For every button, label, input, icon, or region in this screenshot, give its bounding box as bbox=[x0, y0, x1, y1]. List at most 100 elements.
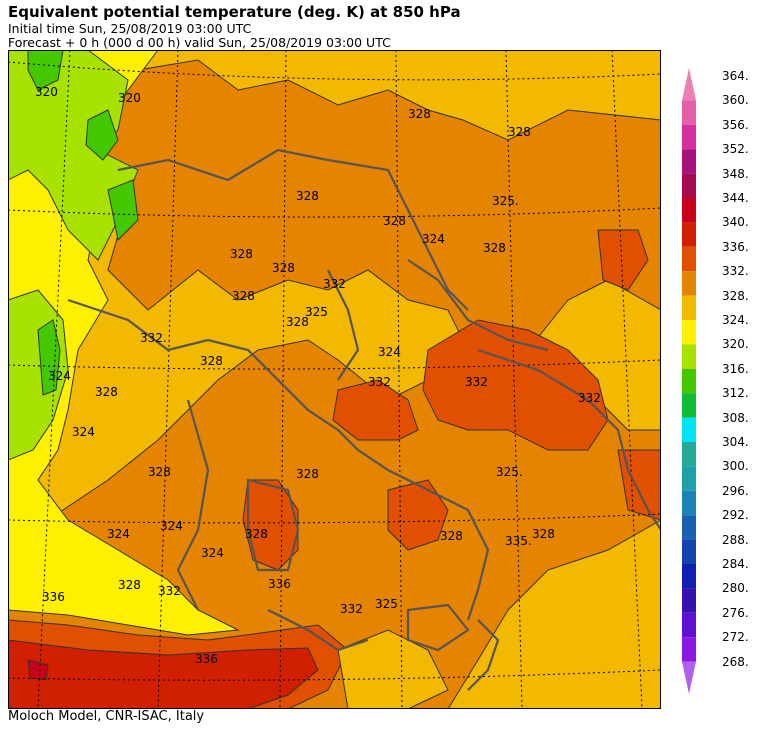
field-332-sea bbox=[387, 479, 449, 551]
field-332-tyrrhenian bbox=[332, 379, 419, 441]
contour-labels: 320 320 328 328 328 325. 328 324 328 328 328 332 328… bbox=[35, 85, 601, 666]
contour-label: 328 bbox=[230, 247, 253, 261]
contour-label: 335. bbox=[505, 534, 532, 548]
contour-label: 332 bbox=[578, 391, 601, 405]
colorbar-swatch bbox=[682, 637, 696, 662]
field-332-east bbox=[597, 229, 661, 521]
contour-label: 328 bbox=[245, 527, 268, 541]
contour-label: 332 bbox=[158, 584, 181, 598]
colorbar-swatch bbox=[682, 68, 696, 101]
colorbar-swatch bbox=[682, 564, 696, 589]
contour-label: 324 bbox=[48, 369, 71, 383]
colorbar-swatch bbox=[682, 124, 696, 150]
colorbar-swatch bbox=[682, 393, 696, 418]
colorbar-swatch bbox=[682, 198, 696, 223]
field-324-south bbox=[337, 629, 449, 709]
contour-label: 332 bbox=[340, 602, 363, 616]
contour-label: 320 bbox=[118, 91, 141, 105]
contour-label: 324 bbox=[422, 232, 445, 246]
contour-label: 336 bbox=[268, 577, 291, 591]
colorbar-label: 292. bbox=[722, 508, 749, 523]
contour-label: 332 bbox=[465, 375, 488, 389]
coastlines bbox=[67, 148, 661, 691]
field-332-adriatic bbox=[422, 319, 609, 451]
colorbar-label: 296. bbox=[722, 483, 749, 498]
contour-label: 325 bbox=[375, 597, 398, 611]
temperature-map: 320 320 328 328 328 325. 328 324 328 328 328 332 328… bbox=[8, 50, 661, 709]
colorbar-label: 280. bbox=[722, 581, 749, 596]
contour-label: 328 bbox=[508, 125, 531, 139]
initial-time-label: Initial time Sun, 25/08/2019 03:00 UTC bbox=[8, 21, 252, 36]
contour-label: 328 bbox=[95, 385, 118, 399]
colorbar-swatch bbox=[682, 344, 696, 369]
colorbar-label: 340. bbox=[722, 215, 749, 230]
colorbar-label: 328. bbox=[722, 288, 749, 303]
colorbar-label: 356. bbox=[722, 117, 749, 132]
contour-label: 328 bbox=[148, 465, 171, 479]
colorbar-swatch bbox=[682, 173, 696, 198]
contour-label: 325. bbox=[496, 465, 523, 479]
contour-label: 324 bbox=[160, 519, 183, 533]
colorbar bbox=[682, 68, 696, 694]
colorbar-swatch bbox=[682, 100, 696, 125]
contour-label: 328 bbox=[118, 578, 141, 592]
colorbar-swatch bbox=[682, 588, 696, 613]
colorbar-label: 308. bbox=[722, 410, 749, 425]
colorbar-swatch bbox=[682, 149, 696, 174]
contour-label: 336 bbox=[195, 652, 218, 666]
contour-label: 328 bbox=[296, 189, 319, 203]
forecast-label: Forecast + 0 h (000 d 00 h) valid Sun, 2… bbox=[8, 35, 391, 50]
colorbar-label: 360. bbox=[722, 93, 749, 108]
contour-label: 328 bbox=[296, 467, 319, 481]
contour-label: 332 bbox=[368, 375, 391, 389]
colorbar-label: 300. bbox=[722, 459, 749, 474]
contour-label: 328 bbox=[232, 289, 255, 303]
colorbar-label: 348. bbox=[722, 166, 749, 181]
contour-label: 336 bbox=[42, 590, 65, 604]
colorbar-swatch bbox=[682, 246, 696, 272]
colorbar-swatch bbox=[682, 368, 696, 394]
field-324-north bbox=[8, 50, 661, 521]
contour-label: 324 bbox=[378, 345, 401, 359]
colorbar-swatch bbox=[682, 466, 696, 491]
field-312-northwest bbox=[27, 50, 139, 242]
colorbar-swatch bbox=[682, 515, 696, 540]
colorbar-label: 364. bbox=[722, 69, 749, 83]
colorbar-swatch bbox=[682, 612, 696, 638]
colorbar-label: 316. bbox=[722, 361, 749, 376]
colorbar-swatch bbox=[682, 320, 696, 345]
contour-label: 324 bbox=[107, 527, 130, 541]
colorbar-swatch bbox=[682, 295, 696, 320]
contour-label: 324 bbox=[201, 546, 224, 560]
colorbar-label: 276. bbox=[722, 605, 749, 620]
contour-label: 328 bbox=[286, 315, 309, 329]
colorbar-swatch bbox=[682, 222, 696, 247]
field-332-sardinia bbox=[242, 479, 299, 571]
graticule bbox=[8, 50, 661, 709]
contour-label: 332. bbox=[140, 331, 167, 345]
colorbar-swatch bbox=[682, 490, 696, 516]
map-title: Equivalent potential temperature (deg. K… bbox=[8, 3, 461, 21]
contour-label: 325 bbox=[305, 305, 328, 319]
field-336-south bbox=[8, 639, 319, 709]
model-credit: Moloch Model, CNR-ISAC, Italy bbox=[8, 709, 205, 724]
contour-label: 328 bbox=[200, 354, 223, 368]
colorbar-label: 268. bbox=[722, 654, 749, 669]
contour-label: 328 bbox=[383, 214, 406, 228]
contour-label: 328 bbox=[483, 241, 506, 255]
contour-label: 324 bbox=[72, 425, 95, 439]
colorbar-swatch bbox=[682, 442, 696, 467]
colorbar-label: 344. bbox=[722, 191, 749, 205]
colorbar-swatch bbox=[682, 661, 696, 694]
contour-label: 332 bbox=[323, 277, 346, 291]
contour-label: 328 bbox=[440, 529, 463, 543]
colorbar-label: 284. bbox=[722, 557, 749, 571]
colorbar-label: 352. bbox=[722, 142, 749, 157]
contour-label: 320 bbox=[35, 85, 58, 99]
colorbar-swatch bbox=[682, 417, 696, 442]
colorbar-label: 288. bbox=[722, 532, 749, 547]
colorbar-swatch bbox=[682, 271, 696, 296]
colorbar-swatch bbox=[682, 539, 696, 564]
colorbar-label: 272. bbox=[722, 630, 749, 645]
contour-label: 328 bbox=[408, 107, 431, 121]
